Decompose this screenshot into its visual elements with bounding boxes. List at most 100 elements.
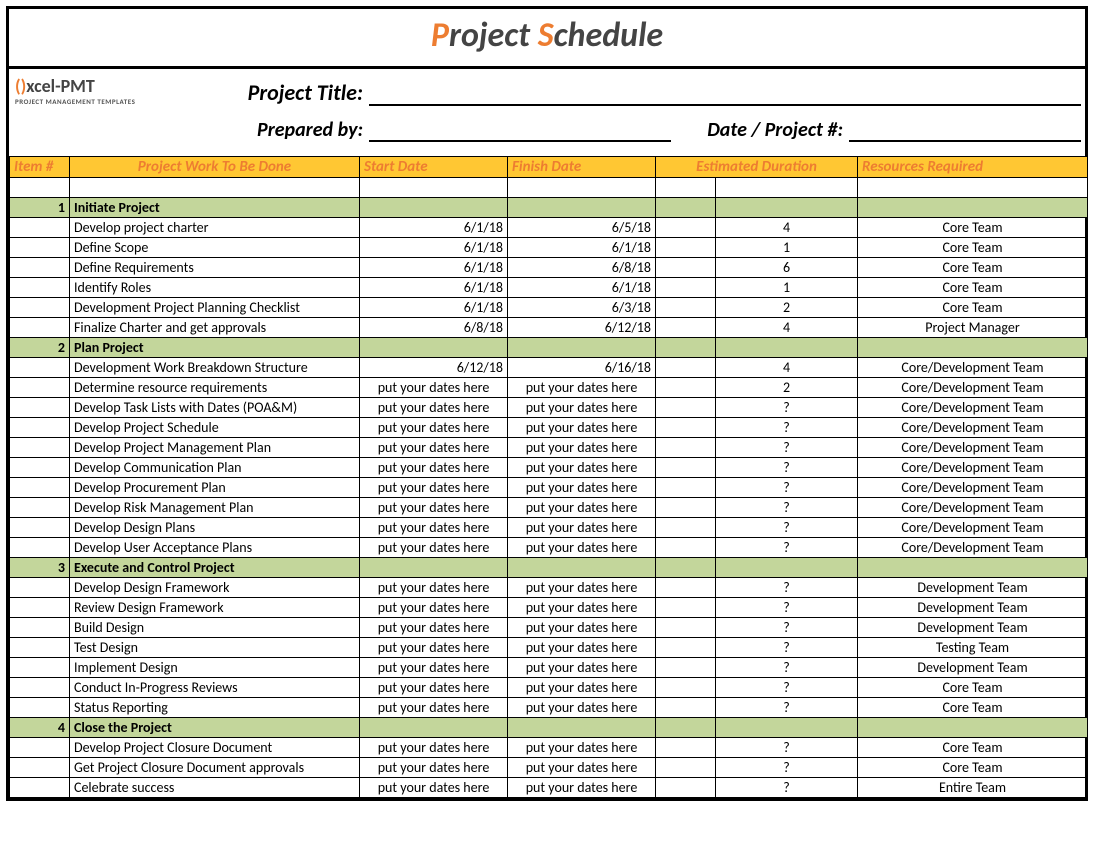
cell-start[interactable]: put your dates here	[360, 678, 508, 698]
task-row[interactable]: Develop Risk Management Planput your dat…	[10, 498, 1088, 518]
cell-finish[interactable]: put your dates here	[508, 778, 656, 798]
cell-dur-pad[interactable]	[656, 698, 716, 718]
cell-finish[interactable]: 6/3/18	[508, 298, 656, 318]
cell-item[interactable]	[10, 518, 70, 538]
cell-duration[interactable]: 4	[716, 218, 858, 238]
cell-duration[interactable]: ?	[716, 478, 858, 498]
cell-work[interactable]: Identify Roles	[70, 278, 360, 298]
cell-finish[interactable]: put your dates here	[508, 598, 656, 618]
cell-dur-pad[interactable]	[656, 238, 716, 258]
task-row[interactable]: Development Project Planning Checklist6/…	[10, 298, 1088, 318]
cell-item[interactable]	[10, 358, 70, 378]
cell-item[interactable]	[10, 598, 70, 618]
cell-resources[interactable]: Development Team	[858, 618, 1088, 638]
task-row[interactable]: Develop Project Management Planput your …	[10, 438, 1088, 458]
cell-duration[interactable]: 6	[716, 258, 858, 278]
cell-item[interactable]	[10, 478, 70, 498]
task-row[interactable]: Determine resource requirementsput your …	[10, 378, 1088, 398]
cell-resources[interactable]: Core Team	[858, 758, 1088, 778]
cell-resources[interactable]: Core/Development Team	[858, 518, 1088, 538]
task-row[interactable]: Finalize Charter and get approvals6/8/18…	[10, 318, 1088, 338]
cell-finish[interactable]: 6/5/18	[508, 218, 656, 238]
cell-finish[interactable]: put your dates here	[508, 678, 656, 698]
cell-resources[interactable]: Core Team	[858, 218, 1088, 238]
cell-duration[interactable]: ?	[716, 618, 858, 638]
cell-work[interactable]: Develop Procurement Plan	[70, 478, 360, 498]
cell-dur-pad[interactable]	[656, 278, 716, 298]
task-row[interactable]: Identify Roles6/1/186/1/181Core Team	[10, 278, 1088, 298]
cell-resources[interactable]: Core/Development Team	[858, 538, 1088, 558]
cell-resources[interactable]: Core Team	[858, 678, 1088, 698]
cell-item[interactable]	[10, 318, 70, 338]
cell-item[interactable]	[10, 438, 70, 458]
cell-start[interactable]: put your dates here	[360, 538, 508, 558]
task-row[interactable]: Test Designput your dates hereput your d…	[10, 638, 1088, 658]
cell-start[interactable]: put your dates here	[360, 658, 508, 678]
cell-resources[interactable]: Core Team	[858, 698, 1088, 718]
cell-start[interactable]: 6/1/18	[360, 218, 508, 238]
cell-work[interactable]: Develop Task Lists with Dates (POA&M)	[70, 398, 360, 418]
cell-item[interactable]	[10, 638, 70, 658]
cell-start[interactable]: put your dates here	[360, 498, 508, 518]
cell-duration[interactable]: ?	[716, 678, 858, 698]
cell-work[interactable]: Develop Risk Management Plan	[70, 498, 360, 518]
cell-item[interactable]	[10, 698, 70, 718]
cell-start[interactable]: put your dates here	[360, 458, 508, 478]
task-row[interactable]: Develop Communication Planput your dates…	[10, 458, 1088, 478]
cell-dur-pad[interactable]	[656, 438, 716, 458]
task-row[interactable]: Develop Procurement Planput your dates h…	[10, 478, 1088, 498]
cell-start[interactable]: put your dates here	[360, 418, 508, 438]
cell-resources[interactable]: Core/Development Team	[858, 498, 1088, 518]
cell-item[interactable]	[10, 278, 70, 298]
cell-resources[interactable]: Core/Development Team	[858, 378, 1088, 398]
input-prepared-by[interactable]	[369, 118, 671, 142]
cell-duration[interactable]: ?	[716, 438, 858, 458]
cell-finish[interactable]: 6/12/18	[508, 318, 656, 338]
cell-duration[interactable]: 1	[716, 278, 858, 298]
cell-work[interactable]: Determine resource requirements	[70, 378, 360, 398]
cell-start[interactable]: put your dates here	[360, 738, 508, 758]
cell-dur-pad[interactable]	[656, 578, 716, 598]
task-row[interactable]: Develop User Acceptance Plansput your da…	[10, 538, 1088, 558]
cell-work[interactable]: Develop Project Schedule	[70, 418, 360, 438]
cell-dur-pad[interactable]	[656, 358, 716, 378]
cell-start[interactable]: put your dates here	[360, 378, 508, 398]
cell-finish[interactable]: put your dates here	[508, 578, 656, 598]
cell-resources[interactable]: Development Team	[858, 578, 1088, 598]
cell-resources[interactable]: Entire Team	[858, 778, 1088, 798]
cell-finish[interactable]: put your dates here	[508, 378, 656, 398]
task-row[interactable]: Conduct In-Progress Reviewsput your date…	[10, 678, 1088, 698]
cell-duration[interactable]: ?	[716, 738, 858, 758]
cell-item[interactable]	[10, 258, 70, 278]
cell-start[interactable]: put your dates here	[360, 478, 508, 498]
cell-dur-pad[interactable]	[656, 778, 716, 798]
cell-dur-pad[interactable]	[656, 398, 716, 418]
cell-dur-pad[interactable]	[656, 658, 716, 678]
cell-resources[interactable]: Development Team	[858, 658, 1088, 678]
cell-duration[interactable]: ?	[716, 578, 858, 598]
cell-resources[interactable]: Core/Development Team	[858, 418, 1088, 438]
cell-item[interactable]	[10, 218, 70, 238]
cell-start[interactable]: put your dates here	[360, 638, 508, 658]
cell-finish[interactable]: put your dates here	[508, 458, 656, 478]
cell-finish[interactable]: put your dates here	[508, 658, 656, 678]
cell-duration[interactable]: ?	[716, 518, 858, 538]
cell-finish[interactable]: put your dates here	[508, 618, 656, 638]
task-row[interactable]: Build Designput your dates hereput your …	[10, 618, 1088, 638]
cell-start[interactable]: put your dates here	[360, 438, 508, 458]
cell-start[interactable]: 6/1/18	[360, 238, 508, 258]
cell-dur-pad[interactable]	[656, 258, 716, 278]
cell-resources[interactable]: Testing Team	[858, 638, 1088, 658]
cell-duration[interactable]: ?	[716, 538, 858, 558]
cell-start[interactable]: 6/1/18	[360, 258, 508, 278]
cell-start[interactable]: put your dates here	[360, 618, 508, 638]
task-row[interactable]: Implement Designput your dates hereput y…	[10, 658, 1088, 678]
cell-finish[interactable]: put your dates here	[508, 638, 656, 658]
input-date-project[interactable]	[849, 118, 1081, 142]
cell-work[interactable]: Implement Design	[70, 658, 360, 678]
cell-resources[interactable]: Core/Development Team	[858, 438, 1088, 458]
cell-duration[interactable]: 2	[716, 378, 858, 398]
cell-duration[interactable]: ?	[716, 758, 858, 778]
cell-resources[interactable]: Core Team	[858, 258, 1088, 278]
task-row[interactable]: Celebrate successput your dates hereput …	[10, 778, 1088, 798]
